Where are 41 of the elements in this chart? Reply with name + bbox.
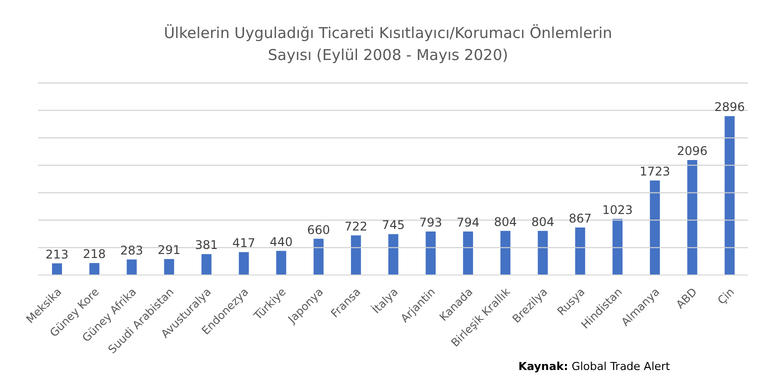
bar bbox=[238, 252, 249, 275]
data-label: 440 bbox=[270, 234, 293, 249]
bar bbox=[724, 116, 735, 275]
bar bbox=[612, 218, 623, 275]
data-label: 745 bbox=[382, 218, 405, 232]
bar bbox=[201, 254, 212, 275]
data-label: 793 bbox=[419, 216, 442, 230]
bar bbox=[687, 160, 698, 275]
data-label: 218 bbox=[82, 247, 106, 262]
chart-title: Ülkelerin Uyguladığı Ticareti Kısıtlayıcı/Korumacı Önlemlerin Sayısı (Eylül 2008 - Mayıs 2020) bbox=[162, 23, 614, 66]
data-label: 804 bbox=[531, 214, 554, 229]
data-label: 867 bbox=[568, 211, 592, 226]
data-label: 1723 bbox=[640, 164, 670, 178]
x-tick-label: Çin bbox=[715, 285, 737, 308]
bar bbox=[52, 263, 62, 275]
bar bbox=[500, 230, 510, 275]
bar bbox=[463, 231, 474, 275]
text: Kaynak: Global Trade Alert bbox=[518, 360, 670, 373]
data-label: 1023 bbox=[602, 202, 633, 217]
data-label: 804 bbox=[494, 214, 517, 229]
bar bbox=[314, 238, 324, 275]
bar bbox=[164, 259, 174, 275]
data-label: 291 bbox=[158, 243, 181, 258]
bar bbox=[650, 180, 660, 275]
bar bbox=[426, 232, 436, 275]
data-label: 283 bbox=[120, 243, 144, 258]
bar bbox=[350, 235, 361, 275]
bar bbox=[89, 263, 100, 275]
bar bbox=[538, 230, 548, 275]
bar bbox=[575, 227, 586, 275]
data-label: 213 bbox=[46, 247, 68, 262]
bar bbox=[126, 259, 137, 275]
data-label: 417 bbox=[232, 236, 256, 250]
bar bbox=[388, 234, 398, 275]
bar bbox=[276, 250, 286, 275]
data-label: 722 bbox=[344, 219, 368, 234]
data-label: 794 bbox=[456, 215, 480, 230]
data-label: 381 bbox=[195, 238, 218, 252]
data-label: 2896 bbox=[714, 100, 745, 114]
data-label: 660 bbox=[307, 222, 330, 237]
data-label: 2096 bbox=[676, 144, 708, 158]
